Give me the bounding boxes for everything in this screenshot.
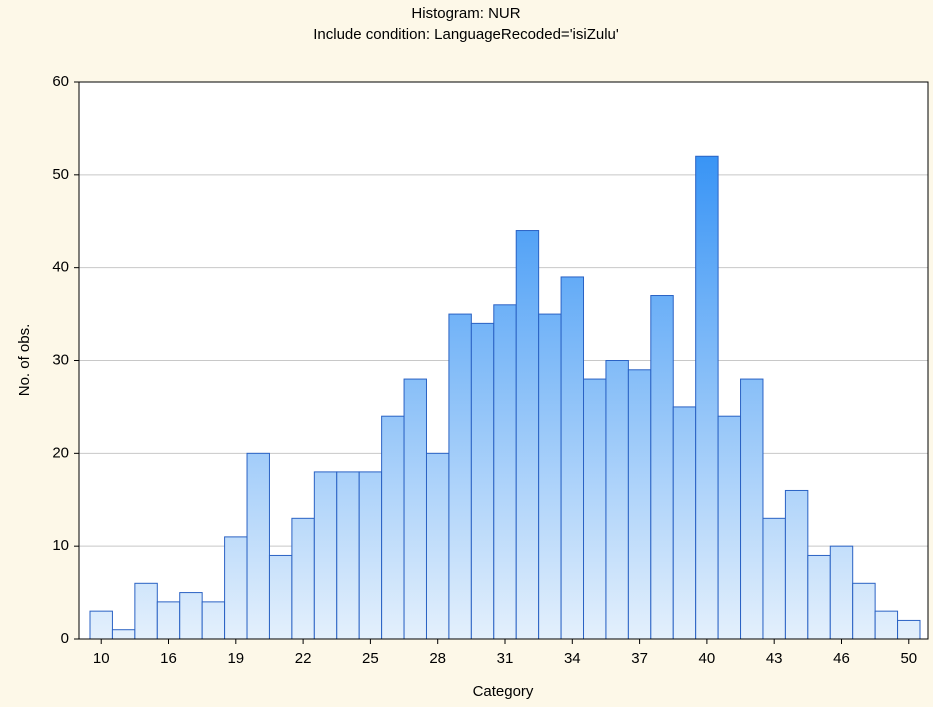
bar (538, 313, 562, 640)
bar (717, 415, 742, 640)
y-tick-label: 0 (61, 630, 69, 647)
bar (897, 619, 921, 640)
bar (403, 378, 427, 640)
bar (291, 517, 315, 640)
bar (852, 582, 876, 640)
bar (874, 610, 899, 640)
bar (425, 452, 450, 640)
bar (111, 629, 136, 640)
bar (268, 554, 293, 640)
x-tick-label: 34 (564, 650, 581, 667)
x-tick-label: 19 (227, 650, 244, 667)
bar (829, 545, 854, 640)
bar (672, 406, 697, 640)
bar (224, 536, 248, 640)
bar (627, 369, 652, 640)
chart-subtitle: Include condition: LanguageRecoded='isiZ… (313, 26, 619, 43)
x-tick-label: 10 (93, 650, 110, 667)
bar (179, 592, 203, 640)
x-tick-label: 43 (766, 650, 783, 667)
bar (358, 471, 383, 640)
bar (650, 295, 674, 640)
x-tick-label: 50 (900, 650, 917, 667)
bar (156, 601, 181, 640)
bar (89, 610, 113, 640)
bar (784, 489, 809, 640)
y-tick-label: 20 (52, 444, 69, 461)
y-tick-label: 10 (52, 537, 69, 554)
y-tick-label: 60 (52, 73, 69, 90)
x-tick-label: 46 (833, 650, 850, 667)
bars (89, 155, 921, 640)
bar (695, 155, 719, 640)
bar (134, 582, 158, 640)
bar (493, 304, 517, 640)
bar (336, 471, 360, 640)
bar (381, 415, 405, 640)
bar (807, 554, 831, 640)
y-tick-label: 40 (52, 259, 69, 276)
y-tick-label: 50 (52, 166, 69, 183)
bar (740, 378, 764, 640)
bar (515, 230, 540, 640)
y-tick-label: 30 (52, 351, 69, 368)
x-tick-label: 31 (497, 650, 514, 667)
bar (583, 378, 607, 640)
bar (246, 452, 270, 640)
chart-title: Histogram: NUR (411, 5, 520, 22)
x-tick-label: 28 (429, 650, 446, 667)
bar (605, 360, 629, 640)
x-tick-label: 16 (160, 650, 177, 667)
x-tick-label: 37 (631, 650, 648, 667)
bar (313, 471, 338, 640)
x-axis-label: Category (473, 683, 534, 700)
bar (470, 322, 495, 640)
x-tick-label: 22 (295, 650, 312, 667)
x-tick-label: 25 (362, 650, 379, 667)
bar (448, 313, 472, 640)
x-tick-label: 40 (699, 650, 716, 667)
bar (762, 517, 786, 640)
y-axis-label: No. of obs. (16, 324, 33, 397)
bar (560, 276, 585, 640)
bar (201, 601, 226, 640)
